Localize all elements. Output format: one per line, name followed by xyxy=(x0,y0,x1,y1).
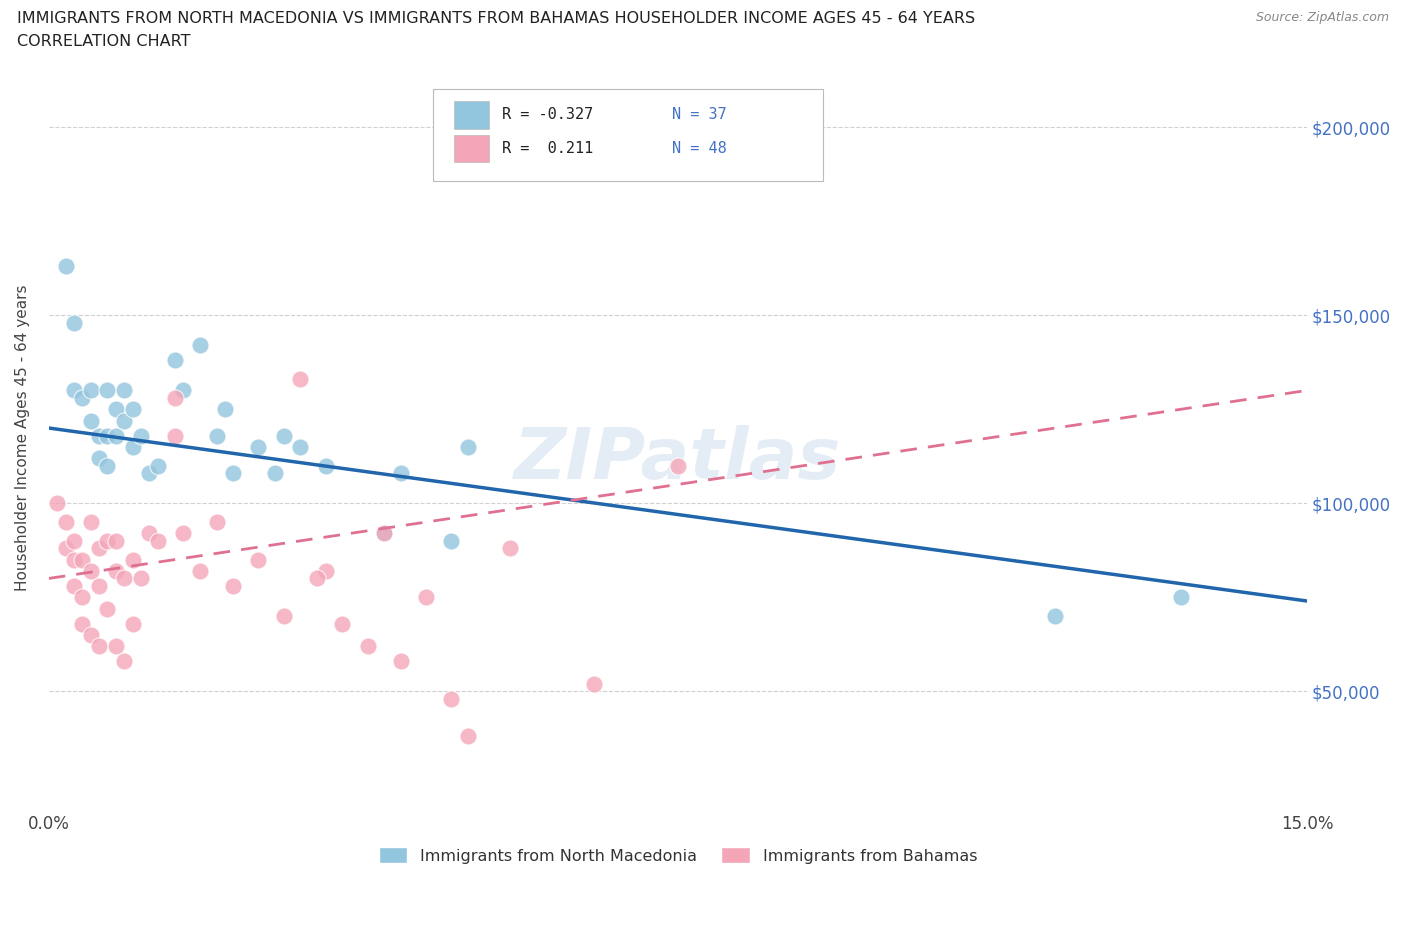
Point xyxy=(666,458,689,473)
Point xyxy=(80,514,103,529)
Point xyxy=(104,402,127,417)
Point xyxy=(55,514,77,529)
Point xyxy=(330,616,353,631)
Point xyxy=(163,391,186,405)
Text: N = 48: N = 48 xyxy=(672,141,727,156)
Point xyxy=(96,383,118,398)
Point xyxy=(214,402,236,417)
Text: Source: ZipAtlas.com: Source: ZipAtlas.com xyxy=(1256,11,1389,24)
Point xyxy=(121,439,143,454)
Point xyxy=(373,525,395,540)
Point xyxy=(315,458,337,473)
Point xyxy=(273,608,295,623)
Point xyxy=(222,466,245,481)
Point xyxy=(1170,590,1192,604)
Point xyxy=(138,466,160,481)
Point xyxy=(499,541,522,556)
Point xyxy=(112,413,135,428)
Point xyxy=(96,601,118,616)
Point xyxy=(80,413,103,428)
Point xyxy=(96,534,118,549)
Point xyxy=(63,534,86,549)
Point xyxy=(96,458,118,473)
Point xyxy=(121,402,143,417)
Point xyxy=(172,525,194,540)
Point xyxy=(112,654,135,669)
FancyBboxPatch shape xyxy=(454,100,489,128)
Point xyxy=(273,428,295,443)
Point xyxy=(290,372,312,387)
Point xyxy=(87,541,110,556)
Legend: Immigrants from North Macedonia, Immigrants from Bahamas: Immigrants from North Macedonia, Immigra… xyxy=(373,841,984,870)
Point xyxy=(307,571,329,586)
Point xyxy=(290,439,312,454)
Point xyxy=(440,691,463,706)
Point xyxy=(163,352,186,367)
Point xyxy=(80,383,103,398)
Point xyxy=(172,383,194,398)
Point xyxy=(457,439,479,454)
Point xyxy=(440,534,463,549)
Point xyxy=(112,571,135,586)
Point xyxy=(146,458,169,473)
Point xyxy=(121,616,143,631)
Point xyxy=(72,391,94,405)
Point xyxy=(247,552,270,567)
Point xyxy=(46,496,69,511)
Point xyxy=(356,639,378,654)
Text: R =  0.211: R = 0.211 xyxy=(502,141,593,156)
Point xyxy=(63,315,86,330)
Point xyxy=(72,616,94,631)
Point xyxy=(188,564,211,578)
Text: IMMIGRANTS FROM NORTH MACEDONIA VS IMMIGRANTS FROM BAHAMAS HOUSEHOLDER INCOME AG: IMMIGRANTS FROM NORTH MACEDONIA VS IMMIG… xyxy=(17,11,974,26)
Point xyxy=(205,428,228,443)
Point xyxy=(80,564,103,578)
Point xyxy=(205,514,228,529)
FancyBboxPatch shape xyxy=(433,89,823,180)
Y-axis label: Householder Income Ages 45 - 64 years: Householder Income Ages 45 - 64 years xyxy=(15,285,30,591)
Point xyxy=(72,590,94,604)
Point xyxy=(146,534,169,549)
Point xyxy=(315,564,337,578)
Point xyxy=(457,729,479,744)
Point xyxy=(87,639,110,654)
Point xyxy=(104,639,127,654)
Point xyxy=(264,466,287,481)
Point xyxy=(55,259,77,273)
Point xyxy=(389,654,412,669)
Point xyxy=(63,578,86,593)
Point xyxy=(104,428,127,443)
Point xyxy=(1045,608,1067,623)
Point xyxy=(415,590,437,604)
Text: N = 37: N = 37 xyxy=(672,107,727,123)
Point xyxy=(138,525,160,540)
Point xyxy=(121,552,143,567)
Point xyxy=(582,676,605,691)
Point xyxy=(247,439,270,454)
Text: ZIPatlas: ZIPatlas xyxy=(515,425,842,494)
Point xyxy=(222,578,245,593)
Point xyxy=(129,571,152,586)
Point xyxy=(104,564,127,578)
Point xyxy=(373,525,395,540)
Point xyxy=(87,451,110,466)
Text: CORRELATION CHART: CORRELATION CHART xyxy=(17,34,190,49)
Point xyxy=(87,428,110,443)
Text: R = -0.327: R = -0.327 xyxy=(502,107,593,123)
FancyBboxPatch shape xyxy=(454,135,489,163)
Point xyxy=(129,428,152,443)
Point xyxy=(96,428,118,443)
Point xyxy=(112,383,135,398)
Point xyxy=(72,552,94,567)
Point xyxy=(87,578,110,593)
Point xyxy=(55,541,77,556)
Point xyxy=(63,552,86,567)
Point xyxy=(389,466,412,481)
Point xyxy=(80,628,103,643)
Point xyxy=(163,428,186,443)
Point xyxy=(188,338,211,352)
Point xyxy=(104,534,127,549)
Point xyxy=(63,383,86,398)
